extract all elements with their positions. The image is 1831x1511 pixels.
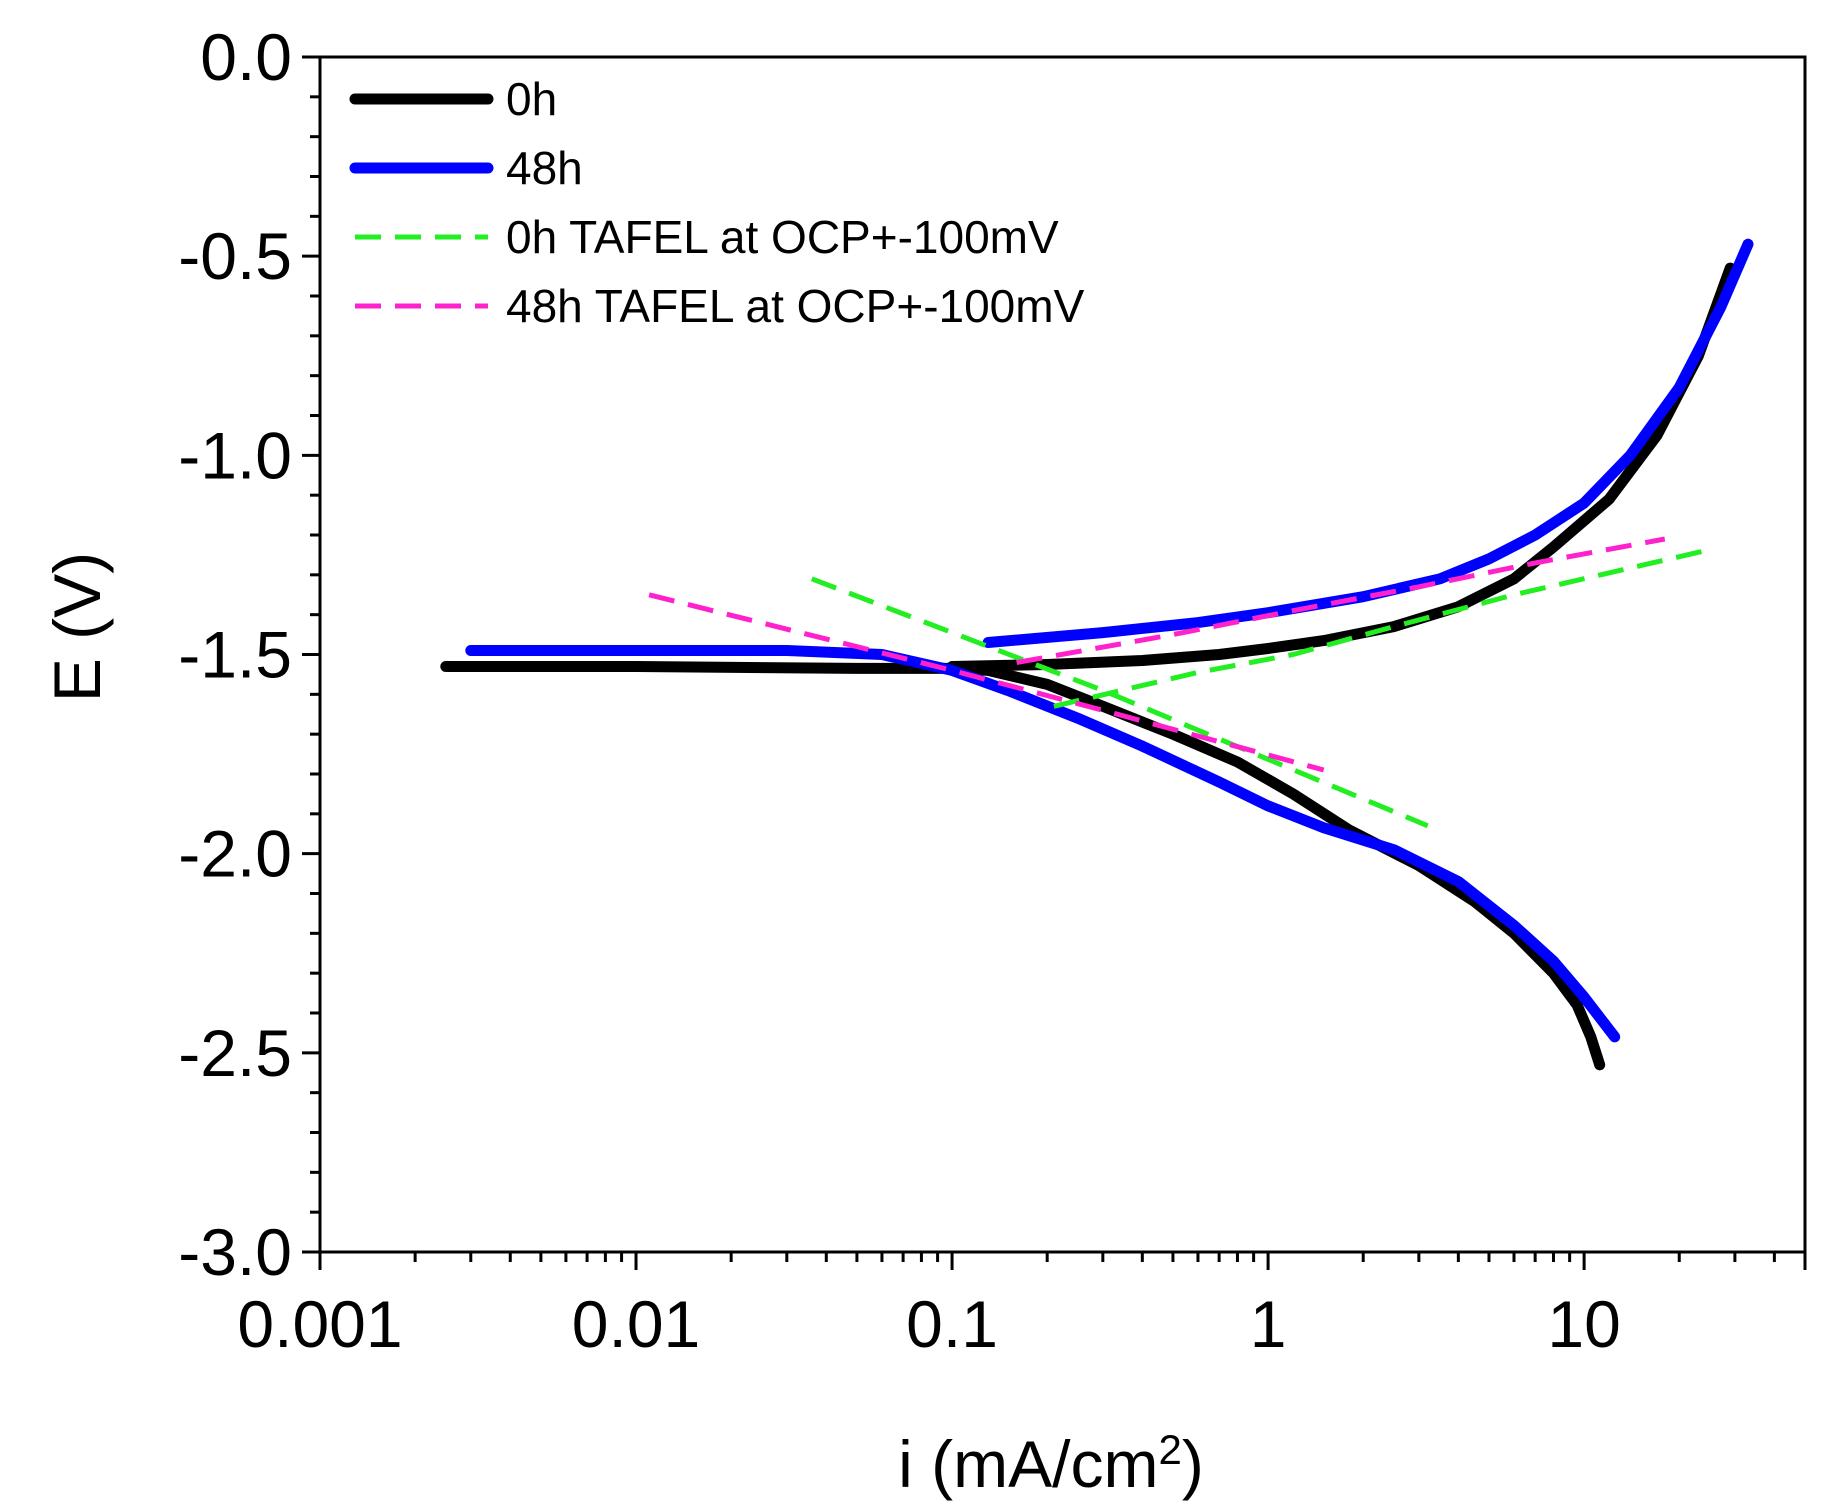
- y-tick-label: -1.0: [178, 418, 292, 492]
- tafel-fit-line-3-1: [810, 576, 1429, 829]
- legend-label: 0h: [506, 73, 557, 125]
- y-tick-label: -2.5: [178, 1016, 292, 1090]
- legend-label: 48h: [506, 142, 583, 194]
- x-tick-label: 0.1: [906, 1287, 998, 1361]
- polarization-curve-2-2: [982, 238, 1754, 648]
- legend-label: 0h TAFEL at OCP+-100mV: [506, 211, 1059, 263]
- x-tick-label: 10: [1547, 1287, 1620, 1361]
- series-layer: [440, 238, 1754, 1071]
- tafel-fit-line-4-2: [1016, 536, 1666, 665]
- y-tick-label: -1.5: [178, 618, 292, 692]
- polarization-curve-2-1: [465, 645, 1621, 1043]
- y-tick-label: -0.5: [178, 219, 292, 293]
- series-0h-tafel-at-ocp-100mv: [810, 548, 1705, 829]
- x-axis-title: i (mA/cm2): [898, 1426, 1204, 1502]
- x-tick-label: 0.001: [237, 1287, 402, 1361]
- series-48h: [465, 238, 1754, 1043]
- axes: 0.0 -0.5 -1.0 -1.5 -2.0 -2.5 -3.00.001 0.01 0.1 1…: [178, 20, 1807, 1361]
- x-tick-label: 1: [1250, 1287, 1287, 1361]
- legend-label: 48h TAFEL at OCP+-100mV: [506, 280, 1085, 332]
- y-tick-label: -2.0: [178, 817, 292, 891]
- x-tick-label: 0.01: [572, 1287, 700, 1361]
- legend: 0h 48h 0h TAFEL at OCP+-100mV 48h TAFEL at …: [349, 73, 1085, 332]
- y-tick-label: 0.0: [200, 20, 292, 94]
- y-axis-title: E (V): [40, 552, 114, 702]
- tafel-fit-line-4-1: [648, 592, 1325, 773]
- series-48h-tafel-at-ocp-100mv: [648, 536, 1666, 773]
- tafel-fit-line-3-2: [1053, 548, 1705, 709]
- y-tick-label: -3.0: [178, 1215, 292, 1289]
